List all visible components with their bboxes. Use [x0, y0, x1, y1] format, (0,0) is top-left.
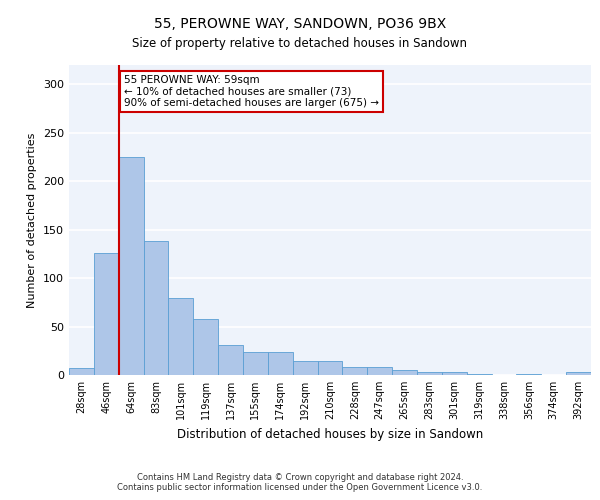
Bar: [243, 352, 268, 375]
Bar: [143, 242, 169, 375]
Bar: [392, 370, 417, 375]
X-axis label: Distribution of detached houses by size in Sandown: Distribution of detached houses by size …: [177, 428, 483, 440]
Bar: [517, 374, 541, 375]
Bar: [317, 362, 343, 375]
Y-axis label: Number of detached properties: Number of detached properties: [28, 132, 37, 308]
Bar: [119, 157, 143, 375]
Bar: [169, 298, 193, 375]
Bar: [193, 319, 218, 375]
Text: 55, PEROWNE WAY, SANDOWN, PO36 9BX: 55, PEROWNE WAY, SANDOWN, PO36 9BX: [154, 18, 446, 32]
Bar: [69, 368, 94, 375]
Bar: [94, 253, 119, 375]
Bar: [566, 372, 591, 375]
Bar: [293, 362, 317, 375]
Bar: [268, 352, 293, 375]
Bar: [467, 374, 491, 375]
Bar: [218, 345, 243, 375]
Bar: [442, 372, 467, 375]
Bar: [417, 372, 442, 375]
Bar: [367, 367, 392, 375]
Bar: [343, 367, 367, 375]
Text: Size of property relative to detached houses in Sandown: Size of property relative to detached ho…: [133, 38, 467, 51]
Text: 55 PEROWNE WAY: 59sqm
← 10% of detached houses are smaller (73)
90% of semi-deta: 55 PEROWNE WAY: 59sqm ← 10% of detached …: [124, 74, 379, 108]
Text: Contains HM Land Registry data © Crown copyright and database right 2024.
Contai: Contains HM Land Registry data © Crown c…: [118, 473, 482, 492]
